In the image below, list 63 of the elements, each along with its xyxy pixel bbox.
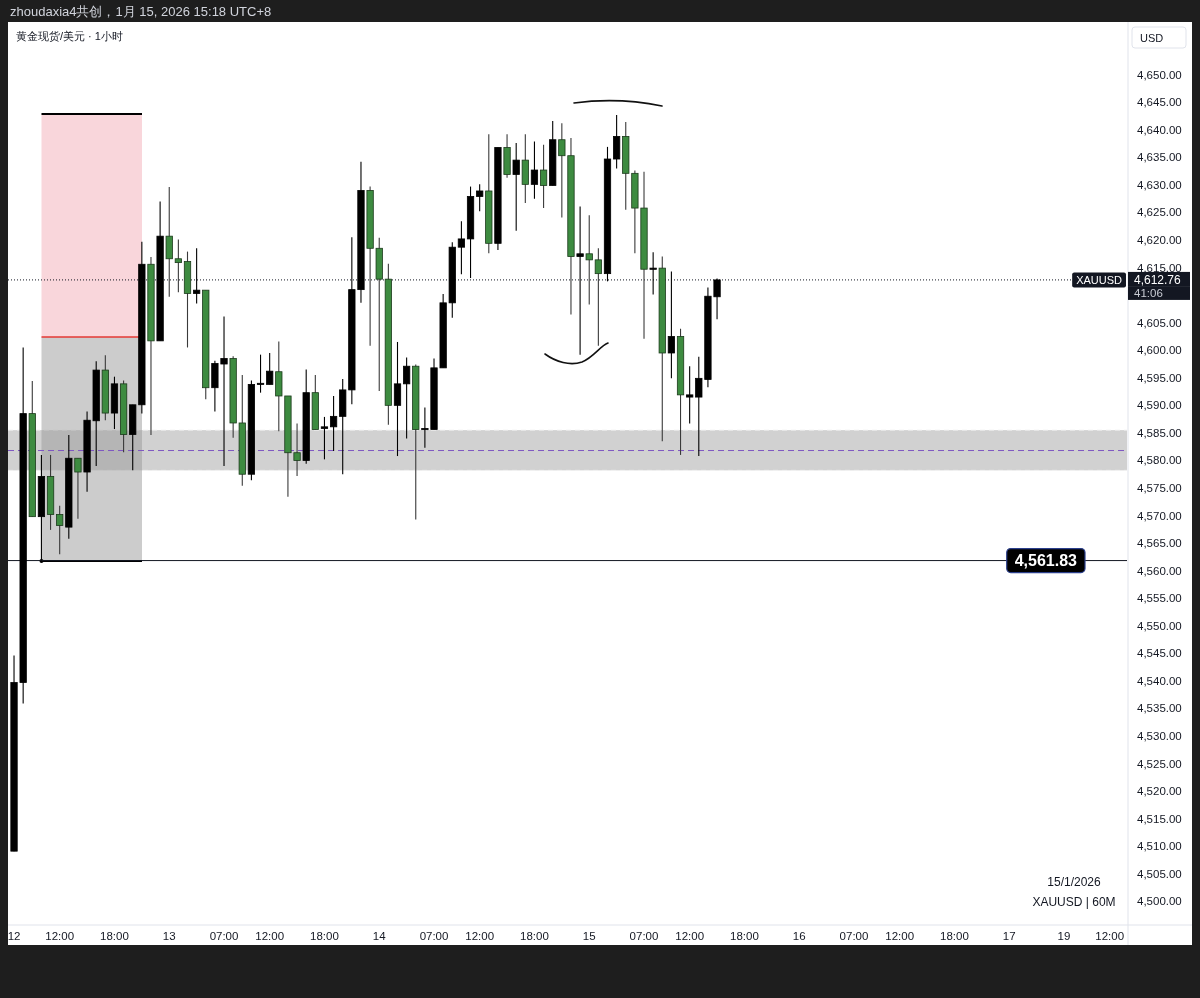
x-tick-label: 12:00 [255,930,285,942]
y-tick-label: 4,575.00 [1137,482,1182,494]
y-tick-label: 4,510.00 [1137,840,1182,853]
annotation: 15/1/2026 [1047,875,1101,889]
x-tick-label: 19 [1057,930,1071,942]
y-tick-label: 4,650.00 [1137,68,1182,81]
x-tick-label: 07:00 [419,930,449,942]
y-tick-label: 4,625.00 [1137,206,1182,219]
y-tick-label: 4,600.00 [1137,344,1182,357]
annotation: 4,561.83 [1006,548,1086,574]
x-tick-label: 15 [582,930,596,942]
y-tick-label: 4,545.00 [1137,647,1182,660]
x-tick-label: 14 [372,930,386,942]
x-tick-label: 18:00 [310,930,339,942]
y-tick-label: 4,615.00 [1137,261,1182,274]
y-tick-label: 4,565.00 [1137,537,1182,550]
y-tick-label: 4,635.00 [1137,151,1182,164]
x-tick-label: 18:00 [520,930,549,942]
x-tick-label: 17 [1002,930,1016,942]
y-tick-label: 4,620.00 [1137,234,1182,246]
x-tick-label: 18:00 [730,930,759,942]
y-tick-label: 4,640.00 [1137,123,1182,136]
y-tick-label: 4,605.00 [1137,316,1182,329]
y-tick-label: 4,560.00 [1137,564,1182,577]
x-tick-label: 12:00 [1095,930,1125,942]
x-tick-label: 18:00 [100,930,129,942]
x-tick-label: 07:00 [209,930,239,942]
x-tick-label: 07:00 [629,930,659,942]
annotation: zhoudaxia4共创，1月 15, 2026 15:18 UTC+8 [10,4,272,19]
x-tick-label: 13 [162,930,176,942]
x-tick-label: 12:00 [675,930,705,942]
y-tick-label: 4,515.00 [1137,812,1182,825]
ref-line-label: 4,612.76 [1128,271,1190,287]
y-tick-label: 4,645.00 [1137,96,1182,109]
y-tick-label: 4,525.00 [1137,757,1182,770]
y-tick-label: 4,570.00 [1137,509,1182,522]
y-tick-label: 4,540.00 [1137,674,1182,687]
annotation: XAUUSD [1076,273,1123,286]
y-tick-label: 4,530.00 [1137,730,1182,742]
annotation: 4,561.83 [1014,552,1078,570]
y-tick-label: 4,535.00 [1137,702,1182,715]
y-tick-label: 4,590.00 [1137,399,1182,412]
x-tick-label: 12 [7,930,21,942]
x-tick-label: 18:00 [940,930,969,942]
x-tick-label: 12:00 [45,930,75,942]
y-tick-label: 4,585.00 [1137,426,1182,439]
annotation: XAUUSD [1072,272,1126,288]
ref-line-label: 4,612.76 [1134,272,1182,287]
y-tick-label: 4,505.00 [1137,867,1182,880]
x-tick-label: 12:00 [465,930,495,942]
y-tick-label: 4,555.00 [1137,592,1182,605]
annotation: XAUUSD | 60M [1032,895,1116,909]
y-tick-label: 4,500.00 [1137,895,1182,908]
title: 黄金现货/美元 · 1小时 [16,30,123,42]
y-tick-label: 4,580.00 [1137,454,1182,467]
y-tick-label: 4,595.00 [1137,371,1182,384]
x-tick-label: 12:00 [885,930,915,942]
x-tick-label: 07:00 [839,930,869,942]
y-tick-label: 4,630.00 [1137,178,1182,191]
x-tick-label: 16 [792,930,806,942]
y-tick-label: 4,520.00 [1137,785,1182,798]
y-tick-label: 4,550.00 [1137,619,1182,632]
y-axis-title: USD [1140,31,1164,44]
